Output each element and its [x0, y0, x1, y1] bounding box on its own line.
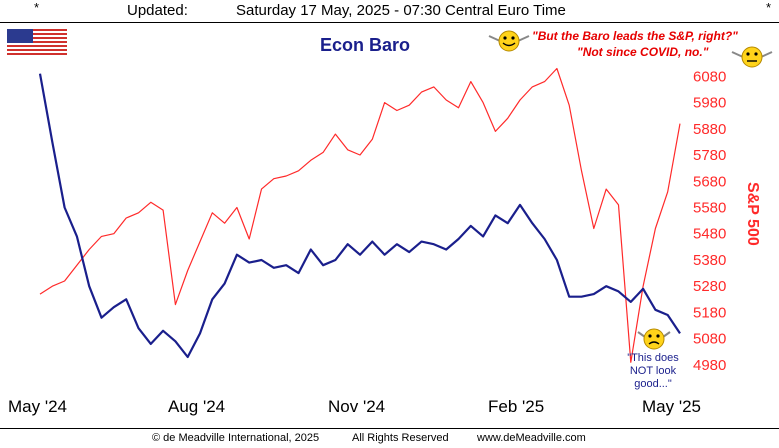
updated-label: Updated: [127, 2, 188, 19]
y-tick-label: 5180 [693, 304, 726, 321]
baro-annotation-line-1: "This does [627, 352, 679, 364]
website-text: www.deMeadville.com [477, 432, 586, 444]
spx-series-line [39, 67, 681, 363]
us-flag-icon [7, 29, 67, 55]
smiley-face-icon [731, 46, 773, 68]
baro-annotation-line-2: NOT look [629, 365, 677, 377]
baro-annotation-line-3: good..." [634, 378, 672, 390]
copyright-text: © de Meadville International, 2025 [152, 432, 320, 444]
y-tick-label: 5680 [693, 173, 726, 190]
y-tick-label: 5280 [693, 278, 726, 295]
y-tick-label: 5580 [693, 200, 726, 217]
quote-line-1: "But the Baro leads the S&P, right?" [532, 29, 738, 43]
econ-baro-series-line [38, 73, 681, 359]
quote-line-2: "Not since COVID, no." [577, 45, 709, 59]
rights-text: All Rights Reserved [352, 432, 449, 444]
y-tick-label: 5380 [693, 252, 726, 269]
y-tick-label: 6080 [693, 68, 726, 85]
x-tick-label: May '24 [8, 397, 67, 416]
footer-bar: © de Meadville International, 2025 All R… [0, 428, 779, 448]
y-tick-label: 5780 [693, 147, 726, 164]
y-tick-label: 5080 [693, 331, 726, 348]
header-star-left: * [34, 0, 40, 15]
update-date-text: Saturday 17 May, 2025 - 07:30 Central Eu… [236, 2, 566, 19]
y-tick-label: 5880 [693, 121, 726, 138]
x-tick-label: May '25 [642, 397, 701, 416]
y-axis-label: S&P 500 [744, 182, 761, 246]
baro-annotation: "This does NOT look good..." [618, 352, 688, 391]
smiley-face-icon [637, 328, 671, 350]
y-tick-label: 5480 [693, 226, 726, 243]
y-tick-label: 5980 [693, 95, 726, 112]
header-star-right: * [766, 0, 772, 15]
smiley-face-icon [488, 30, 530, 52]
y-tick-label: 4980 [693, 357, 726, 374]
x-tick-label: Aug '24 [168, 397, 225, 416]
header-bar: * Updated: Saturday 17 May, 2025 - 07:30… [0, 0, 779, 23]
x-tick-label: Nov '24 [328, 397, 385, 416]
x-tick-label: Feb '25 [488, 397, 544, 416]
chart-title: Econ Baro [320, 35, 411, 55]
